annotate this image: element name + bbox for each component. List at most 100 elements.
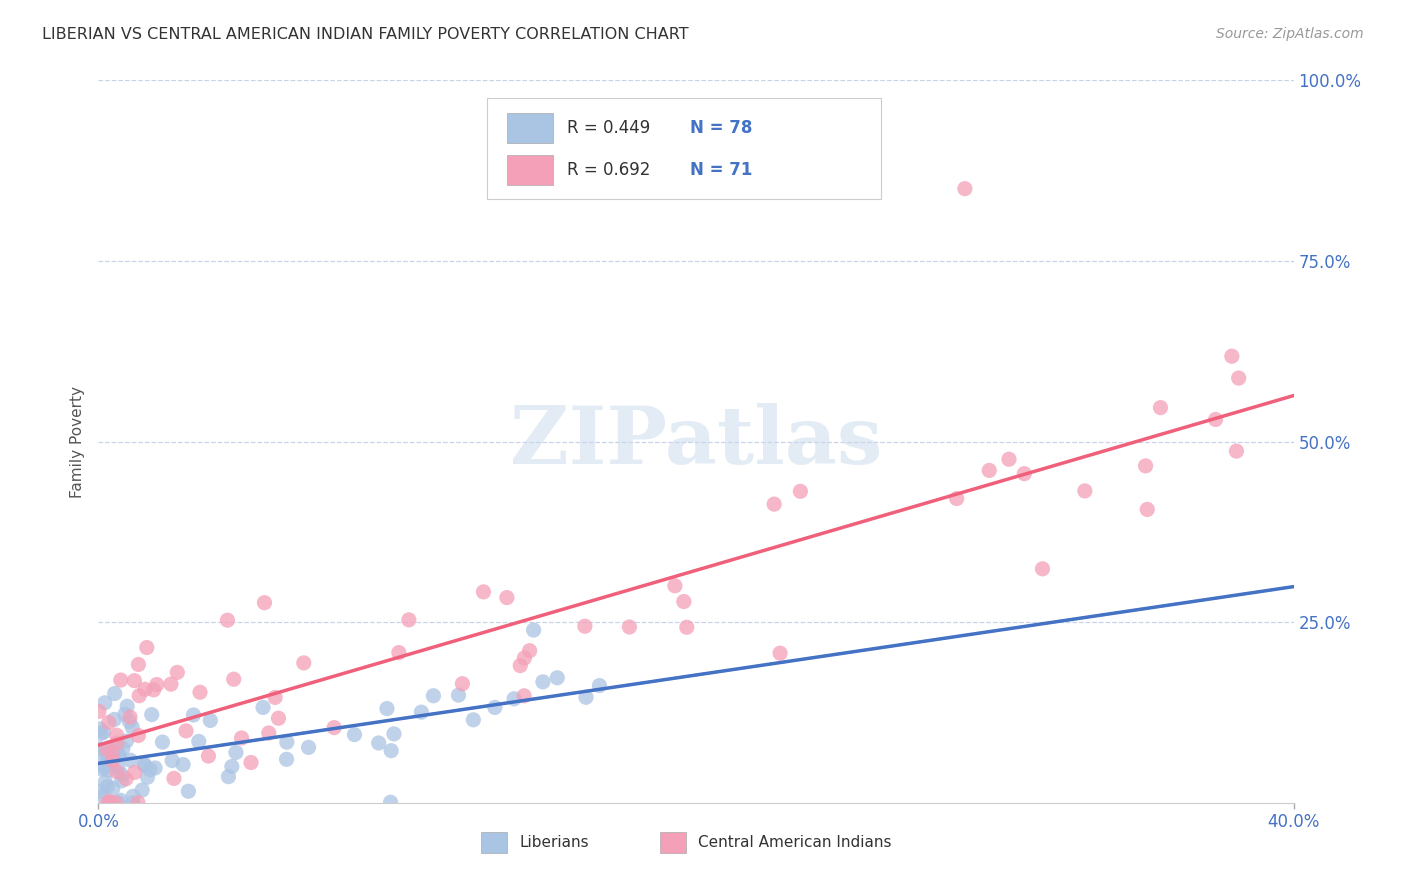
Point xyxy=(105,736,128,750)
Point xyxy=(1136,502,1159,516)
Point xyxy=(98,740,121,755)
Point xyxy=(94,775,117,789)
Point xyxy=(979,463,1001,477)
Text: Source: ZipAtlas.com: Source: ZipAtlas.com xyxy=(1216,27,1364,41)
Point xyxy=(264,690,287,705)
Point xyxy=(375,701,398,715)
Point xyxy=(217,770,239,784)
Point xyxy=(107,748,129,763)
Point xyxy=(197,749,219,764)
Point xyxy=(451,676,474,690)
Point xyxy=(87,705,110,719)
Point xyxy=(90,726,112,740)
Point xyxy=(160,754,183,768)
Point xyxy=(90,756,112,771)
Point xyxy=(276,752,298,766)
Point xyxy=(177,784,200,798)
Point xyxy=(174,723,197,738)
Point xyxy=(447,688,470,702)
Point xyxy=(675,620,697,634)
Point xyxy=(122,796,145,810)
Point xyxy=(91,789,114,803)
Point xyxy=(115,772,138,786)
Point xyxy=(240,756,263,770)
Point xyxy=(763,497,786,511)
Point xyxy=(146,677,169,691)
Point xyxy=(509,658,531,673)
Point xyxy=(108,748,131,763)
Point xyxy=(513,651,536,665)
Point xyxy=(513,689,536,703)
Point xyxy=(128,689,150,703)
Point xyxy=(769,646,792,660)
Bar xyxy=(661,831,686,854)
Point xyxy=(323,721,346,735)
Point xyxy=(141,707,163,722)
Point xyxy=(97,796,120,810)
Point xyxy=(183,708,205,723)
Point xyxy=(276,735,298,749)
FancyBboxPatch shape xyxy=(486,98,882,200)
Point xyxy=(135,640,157,655)
Point xyxy=(93,725,115,739)
Point xyxy=(1220,349,1243,363)
Point xyxy=(115,734,138,748)
Point xyxy=(523,623,546,637)
Text: Central American Indians: Central American Indians xyxy=(699,835,891,850)
Point xyxy=(139,763,162,777)
Point xyxy=(1014,467,1036,481)
Point xyxy=(118,714,141,729)
Text: N = 78: N = 78 xyxy=(690,119,752,137)
Point xyxy=(134,682,156,697)
Point xyxy=(96,748,118,763)
Point xyxy=(463,713,485,727)
Point xyxy=(575,690,598,705)
Point xyxy=(110,768,132,782)
Point xyxy=(121,720,143,734)
Point xyxy=(367,736,389,750)
Point xyxy=(136,770,159,784)
Point xyxy=(94,696,117,710)
Point xyxy=(422,689,444,703)
Point xyxy=(188,685,211,699)
Point xyxy=(253,596,276,610)
Point xyxy=(124,765,146,780)
Point xyxy=(619,620,641,634)
Point xyxy=(388,646,411,660)
Point xyxy=(546,671,568,685)
Point xyxy=(104,796,127,810)
Text: Liberians: Liberians xyxy=(519,835,589,850)
Point xyxy=(472,585,495,599)
Point xyxy=(297,740,319,755)
Point xyxy=(101,754,124,768)
Point xyxy=(104,686,127,700)
Point xyxy=(120,753,142,767)
Point xyxy=(111,773,134,788)
Point xyxy=(1205,412,1227,426)
Point xyxy=(267,711,290,725)
Point xyxy=(231,731,253,745)
Point xyxy=(672,594,695,608)
Point xyxy=(101,745,124,759)
Point xyxy=(531,674,554,689)
Point xyxy=(122,789,145,804)
Point xyxy=(1074,483,1097,498)
Point xyxy=(96,742,118,756)
Point xyxy=(91,762,114,776)
Text: R = 0.449: R = 0.449 xyxy=(567,119,650,137)
Point xyxy=(142,682,165,697)
Point xyxy=(953,182,976,196)
Point xyxy=(110,673,132,687)
Point xyxy=(134,758,156,772)
Point xyxy=(98,794,121,808)
Point xyxy=(163,772,186,786)
Point xyxy=(172,757,194,772)
Point xyxy=(382,727,405,741)
Point xyxy=(217,613,239,627)
Point xyxy=(143,761,166,775)
Point xyxy=(89,722,111,736)
Point xyxy=(257,726,280,740)
Point xyxy=(124,673,146,688)
Point xyxy=(97,764,120,778)
Point xyxy=(221,759,243,773)
